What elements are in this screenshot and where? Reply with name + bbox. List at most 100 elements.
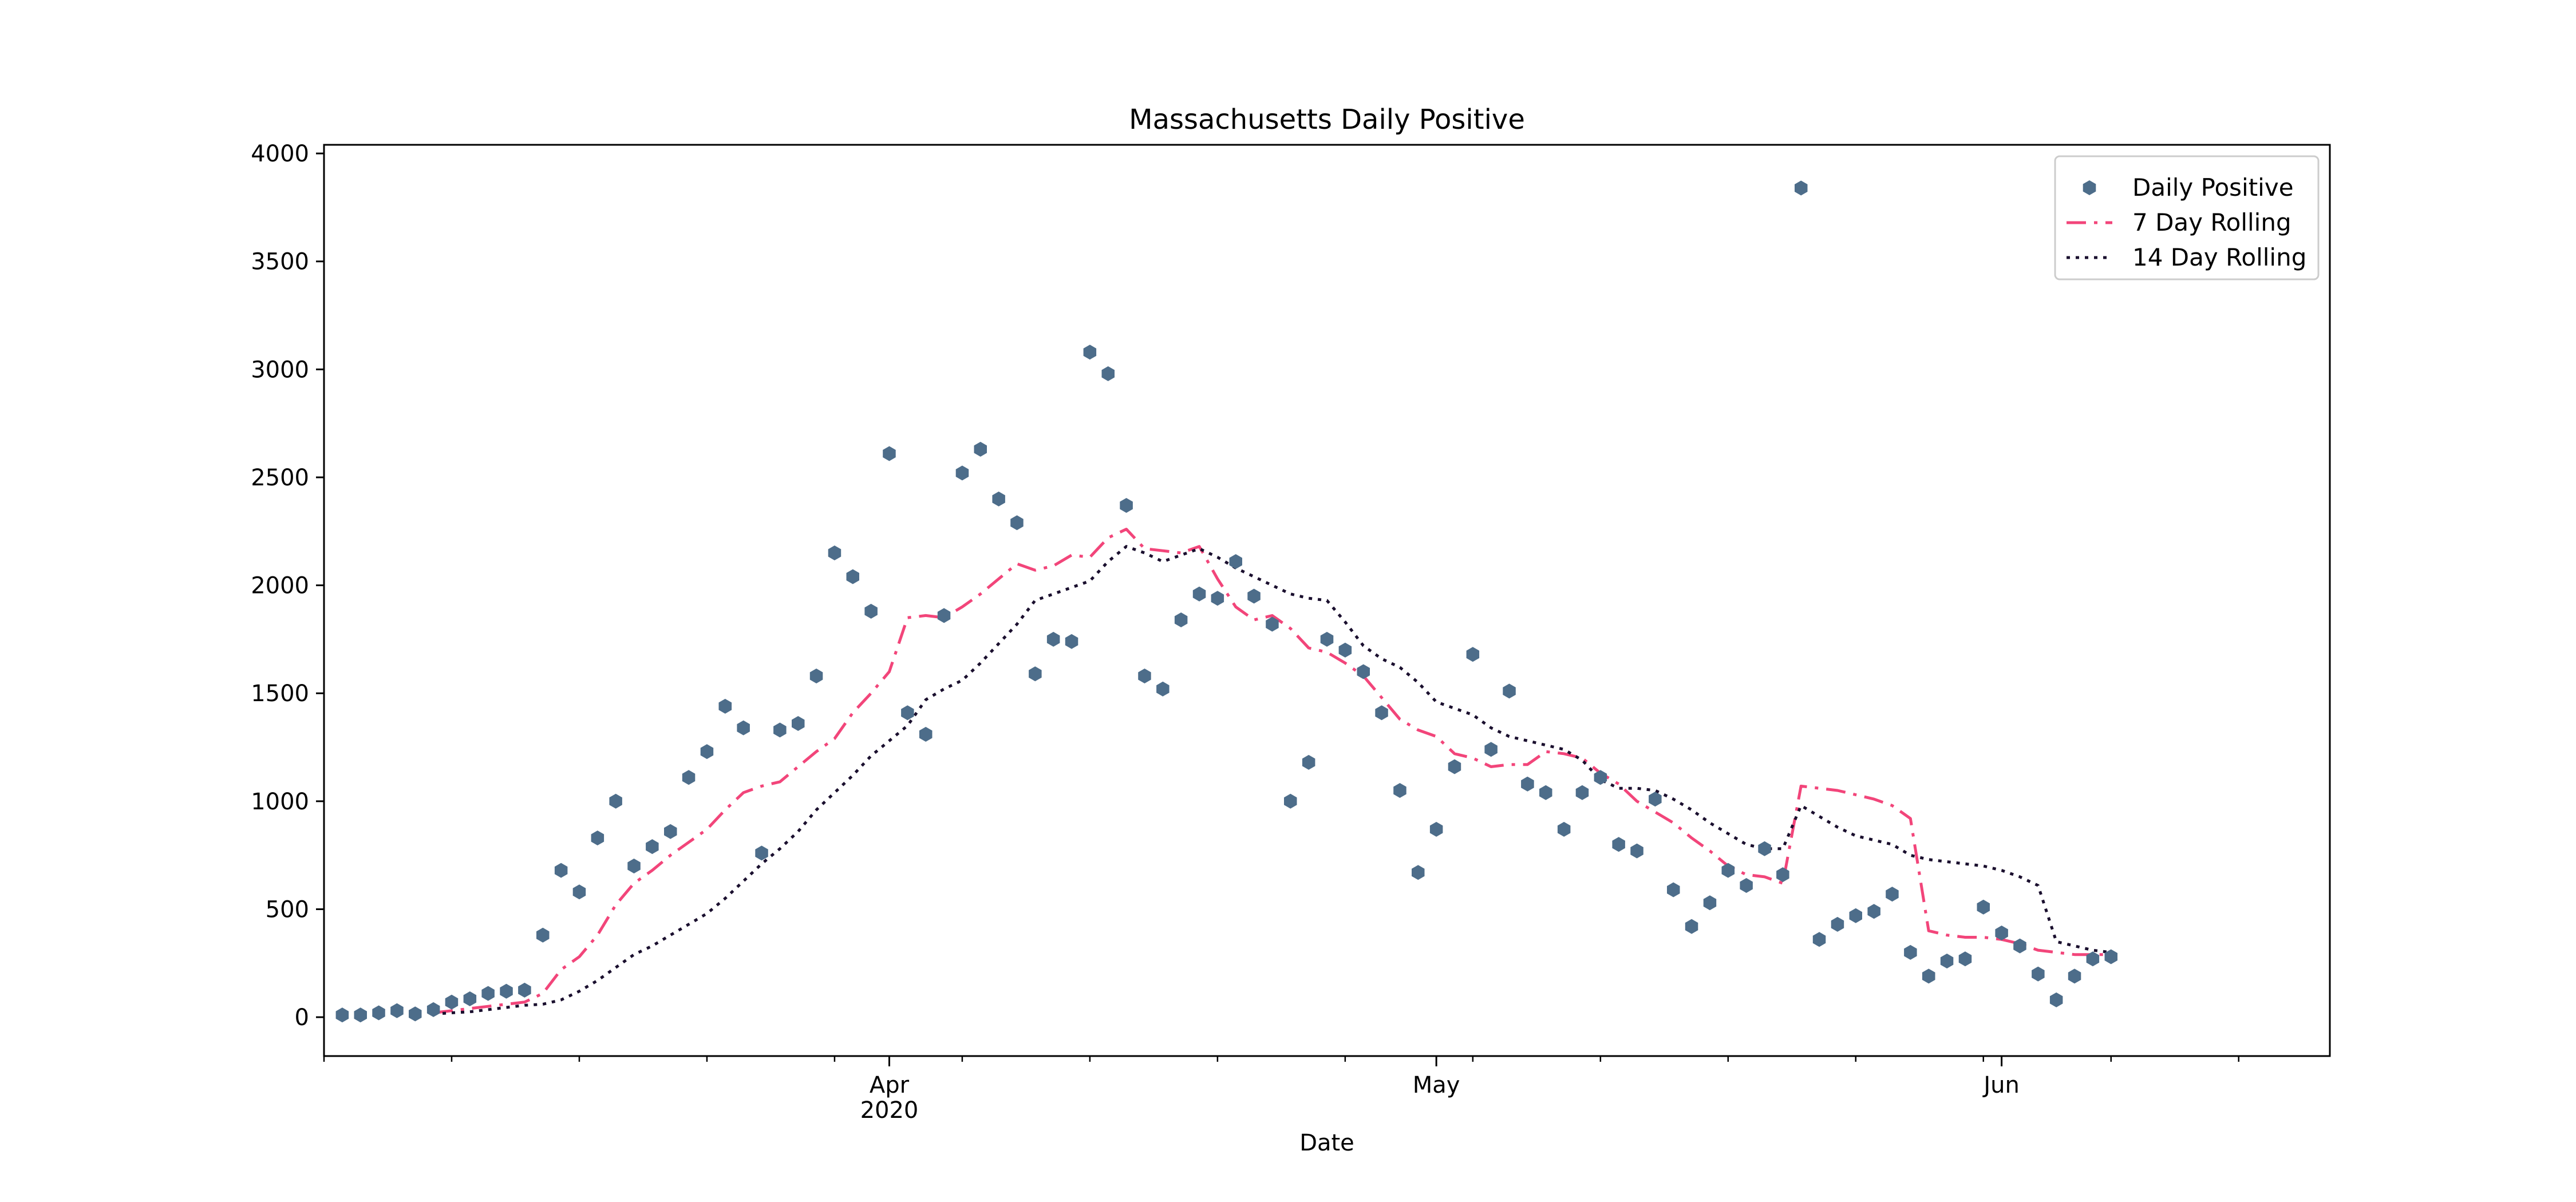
data-point xyxy=(1612,837,1625,852)
data-point xyxy=(682,770,696,785)
chart-title: Massachusetts Daily Positive xyxy=(1129,104,1525,136)
data-point xyxy=(1357,664,1370,679)
data-point xyxy=(2032,966,2045,982)
data-point xyxy=(992,491,1005,507)
data-point xyxy=(1740,878,1753,893)
data-point xyxy=(1083,345,1097,360)
legend: Daily Positive 7 Day Rolling 14 Day Rollin… xyxy=(2054,155,2320,280)
data-point xyxy=(409,1006,422,1022)
y-tick-label: 2500 xyxy=(251,465,309,491)
data-point xyxy=(1557,821,1571,837)
data-point xyxy=(1831,916,1844,932)
data-point xyxy=(1320,631,1334,647)
data-point xyxy=(1849,908,1862,923)
data-point xyxy=(1156,681,1170,697)
data-point xyxy=(2086,951,2100,967)
data-point xyxy=(1138,669,1151,683)
legend-label: 14 Day Rolling xyxy=(2132,243,2306,271)
data-point xyxy=(426,1002,440,1017)
data-point xyxy=(627,859,641,873)
data-point xyxy=(1539,785,1552,800)
data-point xyxy=(1977,899,1990,915)
data-point xyxy=(937,608,951,623)
data-point xyxy=(809,669,823,683)
x-tick-label: May xyxy=(1413,1072,1460,1098)
data-point xyxy=(1375,705,1388,721)
series-line xyxy=(433,528,2111,1014)
data-point xyxy=(1302,754,1315,770)
legend-entry: Daily Positive xyxy=(2083,173,2294,201)
data-point xyxy=(2049,992,2063,1007)
legend-marker xyxy=(2083,180,2096,195)
data-point xyxy=(1922,968,1935,984)
data-point xyxy=(2013,938,2026,954)
data-point xyxy=(1010,515,1024,531)
data-point xyxy=(1594,770,1607,785)
data-point xyxy=(955,465,969,481)
data-point xyxy=(481,986,495,1001)
data-point xyxy=(700,744,714,760)
data-point xyxy=(2068,968,2081,984)
data-point xyxy=(1795,180,1808,196)
data-point xyxy=(792,716,805,731)
data-point xyxy=(1448,759,1461,774)
data-point xyxy=(591,831,605,845)
data-point xyxy=(1412,865,1425,880)
data-point xyxy=(773,722,787,738)
data-point xyxy=(846,569,859,584)
data-point xyxy=(1776,867,1789,883)
data-point xyxy=(646,839,659,855)
data-point xyxy=(1703,895,1717,911)
y-tick-label: 1000 xyxy=(251,789,309,815)
data-point xyxy=(1393,783,1406,798)
data-point xyxy=(1247,588,1261,604)
data-point xyxy=(554,863,568,878)
data-point xyxy=(1867,904,1880,919)
data-point xyxy=(718,698,732,714)
plot-area xyxy=(335,180,2117,1023)
data-point xyxy=(1886,887,1899,902)
legend-label: 7 Day Rolling xyxy=(2132,208,2291,236)
series-daily-positive xyxy=(335,180,2117,1023)
data-point xyxy=(463,991,477,1006)
y-axis: 0 500 1000 1500 2000 2500 3000 3500 4000 xyxy=(251,141,324,1031)
y-tick-label: 2000 xyxy=(251,573,309,599)
data-point xyxy=(974,441,987,457)
data-point xyxy=(1029,666,1042,682)
data-point xyxy=(372,1005,385,1021)
data-point xyxy=(354,1007,367,1023)
data-point xyxy=(1958,951,1972,967)
legend-box xyxy=(2054,155,2320,280)
y-tick-label: 3500 xyxy=(251,249,309,275)
series-7-day-rolling xyxy=(433,528,2111,1014)
data-point xyxy=(1995,926,2008,940)
data-point xyxy=(1521,776,1534,792)
data-point xyxy=(390,1003,404,1018)
data-point xyxy=(1192,586,1206,602)
y-tick-label: 1500 xyxy=(251,681,309,707)
x-tick-label: Apr xyxy=(870,1072,910,1098)
plot-frame xyxy=(323,144,2331,1057)
data-point xyxy=(1284,793,1297,809)
y-tick-label: 0 xyxy=(295,1005,309,1031)
legend-label: Daily Positive xyxy=(2132,173,2294,201)
data-point xyxy=(1649,792,1662,807)
y-tick-label: 4000 xyxy=(251,141,309,167)
data-point xyxy=(1758,841,1771,856)
data-point xyxy=(1211,591,1224,606)
data-point xyxy=(1101,366,1115,381)
legend-entry: 7 Day Rolling xyxy=(2067,208,2291,236)
data-point xyxy=(1721,863,1735,878)
data-point xyxy=(1466,647,1480,662)
data-point xyxy=(1429,821,1443,837)
data-point xyxy=(1685,919,1698,934)
data-point xyxy=(335,1007,349,1023)
data-point xyxy=(609,793,622,809)
data-point xyxy=(1575,785,1589,800)
data-point xyxy=(1046,631,1060,647)
data-point xyxy=(518,982,531,998)
data-point xyxy=(1503,683,1516,699)
data-point xyxy=(883,446,896,461)
